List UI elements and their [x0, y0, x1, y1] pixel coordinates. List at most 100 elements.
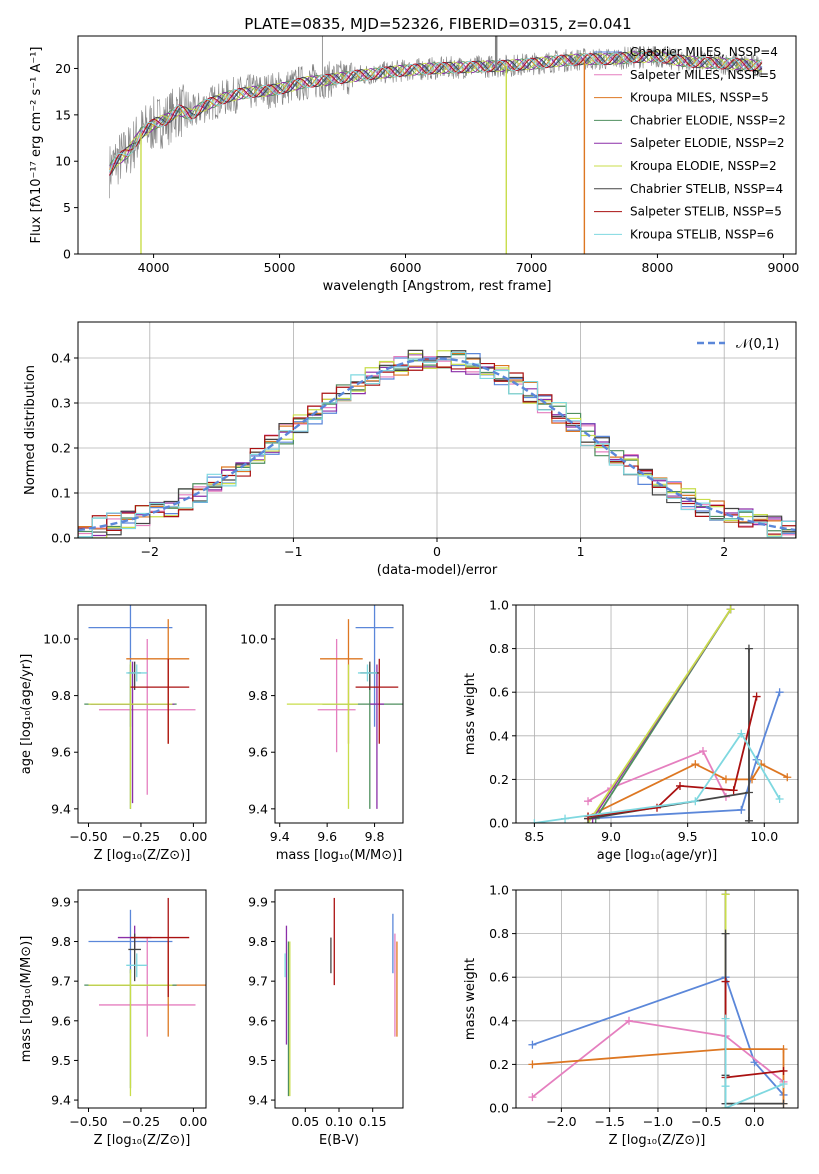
y-tick-label: 0.2	[489, 772, 509, 787]
y-axis-label: Flux [fλ10⁻¹⁷ erg cm⁻² s⁻¹ A⁻¹]	[29, 47, 44, 244]
spectrum-legend: Chabrier MILES, NSSP=4 Salpeter MILES, NS…	[594, 45, 786, 241]
panel-residuals: −2 −1 0 1 2 0.0 0.1 0.2 0.3 0.4 (data-model)/error…	[23, 321, 797, 578]
weight-series-line	[587, 696, 758, 818]
weight-marker	[729, 786, 738, 795]
y-tick-label: 5	[63, 200, 71, 215]
weight-marker	[737, 805, 746, 814]
y-tick-label: 10	[55, 154, 71, 169]
y-tick-label: 9.4	[248, 801, 268, 816]
weight-series-line	[531, 1019, 785, 1098]
weight-series-line	[587, 691, 781, 820]
weight-series-line	[532, 1048, 785, 1104]
spectrum-model-line	[109, 50, 763, 176]
x-tick-label: 0.0	[745, 1114, 765, 1129]
x-tick-label: 9.6	[317, 829, 337, 844]
panel-age-mass: 9.4 9.6 9.8 9.4 9.6 9.8 10.0 mass [log₁₀(M/M⊙)]	[240, 604, 404, 863]
panel-weight-z: −2.0 −1.5 −1.0 −0.5 0.0 0.0 0.2 0.4 0.6 0.8 1.0 Z […	[463, 883, 799, 1148]
legend-entry: Salpeter MILES, NSSP=5	[630, 68, 777, 82]
y-tick-label: 9.7	[51, 974, 71, 989]
legend-entry: Chabrier STELIB, NSSP=4	[630, 182, 783, 196]
weight-marker	[775, 795, 784, 804]
histogram-step	[78, 351, 796, 538]
weight-marker	[779, 1080, 788, 1089]
x-axis-label: Z [log₁₀(Z/Z⊙)]	[94, 848, 191, 863]
y-tick-label: 0.8	[489, 926, 509, 941]
x-axis-label: (data-model)/error	[377, 563, 498, 578]
spectrum-model-line	[109, 50, 762, 171]
plot-area	[84, 897, 206, 1097]
y-tick-label: 9.5	[248, 1053, 268, 1068]
x-tick-label: 0.15	[359, 1114, 387, 1129]
x-axis-label: Z [log₁₀(Z/Z⊙)]	[94, 1133, 191, 1148]
panel-spectrum: 4000 5000 6000 7000 8000 9000 0 5 10 15 20 waveleng…	[29, 35, 799, 294]
weight-marker	[752, 692, 761, 701]
weight-marker	[744, 788, 753, 797]
x-axis-label: age [log₁₀(age/yr)]	[597, 848, 718, 863]
axes-frame	[77, 889, 207, 1109]
axes-frame	[515, 889, 799, 1109]
y-axis-label: Normed distribution	[23, 365, 38, 495]
x-tick-label: 2	[720, 544, 728, 559]
errorbar-point	[130, 897, 190, 998]
y-tick-label: 0.4	[489, 1013, 509, 1028]
y-tick-label: 0.0	[489, 1101, 509, 1116]
weight-marker	[698, 747, 707, 756]
weight-marker	[779, 1045, 788, 1054]
spectrum-model-line	[109, 50, 763, 172]
y-tick-label: 9.5	[51, 1053, 71, 1068]
legend-entry: 𝒩(0,1)	[736, 337, 779, 352]
y-tick-label: 9.8	[51, 688, 71, 703]
errorbar-point	[88, 661, 173, 809]
spectrum-model-line	[109, 50, 763, 176]
x-tick-label: 6000	[390, 260, 422, 275]
y-tick-label: 0.4	[489, 728, 509, 743]
axes-frame	[274, 604, 404, 824]
weight-marker	[691, 760, 700, 769]
figure-title: PLATE=0835, MJD=52326, FIBERID=0315, z=0…	[244, 15, 631, 33]
y-tick-label: 0.6	[489, 685, 509, 700]
panel-mass-z: −0.50 −0.25 0.00 9.4 9.5 9.6 9.7 9.8 9.9 Z [log₁₀…	[19, 889, 207, 1148]
x-tick-label: −0.50	[69, 829, 107, 844]
y-tick-label: 10.0	[43, 631, 71, 646]
plot-area	[78, 349, 796, 538]
y-tick-label: 9.9	[248, 894, 268, 909]
x-axis-label: mass [log₁₀(M/M⊙)]	[276, 848, 403, 863]
y-tick-label: 15	[55, 107, 71, 122]
x-tick-label: 0.05	[291, 1114, 319, 1129]
errorbar-point	[369, 664, 385, 809]
x-axis-label: wavelength [Angstrom, rest frame]	[323, 279, 552, 294]
weight-marker	[721, 977, 730, 986]
x-tick-label: −2	[141, 544, 159, 559]
errorbar-point	[88, 909, 173, 974]
y-axis-label: mass weight	[463, 958, 478, 1040]
panel-weight-age: 8.5 9.0 9.5 10.0 0.0 0.2 0.4 0.6 0.8 1.0 age [log₁…	[463, 598, 799, 863]
x-tick-label: 5000	[264, 260, 296, 275]
x-axis-label: E(B-V)	[319, 1133, 359, 1148]
y-tick-label: 9.9	[51, 894, 71, 909]
weight-marker	[783, 773, 792, 782]
y-tick-label: 0.2	[51, 441, 71, 456]
plot-area	[109, 36, 763, 254]
y-tick-label: 9.6	[51, 1013, 71, 1028]
legend-entry: Kroupa STELIB, NSSP=6	[630, 227, 774, 241]
x-tick-label: 9.4	[270, 829, 290, 844]
x-tick-label: −0.50	[69, 1114, 107, 1129]
weight-marker	[530, 819, 539, 823]
y-tick-label: 9.4	[51, 801, 71, 816]
y-tick-label: 9.6	[248, 745, 268, 760]
y-tick-label: 9.4	[51, 1093, 71, 1108]
errorbar-point	[355, 605, 394, 727]
x-tick-label: 0.10	[325, 1114, 353, 1129]
x-tick-label: 8000	[642, 260, 674, 275]
y-tick-label: 9.4	[248, 1093, 268, 1108]
weight-marker	[779, 1099, 788, 1108]
axes-frame	[515, 604, 799, 824]
y-tick-label: 0.0	[489, 816, 509, 831]
plot-area	[84, 605, 196, 809]
residuals-legend: 𝒩(0,1)	[697, 337, 779, 352]
y-tick-label: 1.0	[489, 598, 509, 613]
legend-entry: Kroupa MILES, NSSP=5	[630, 91, 769, 105]
weight-marker	[721, 890, 730, 899]
y-tick-label: 0.3	[51, 396, 71, 411]
